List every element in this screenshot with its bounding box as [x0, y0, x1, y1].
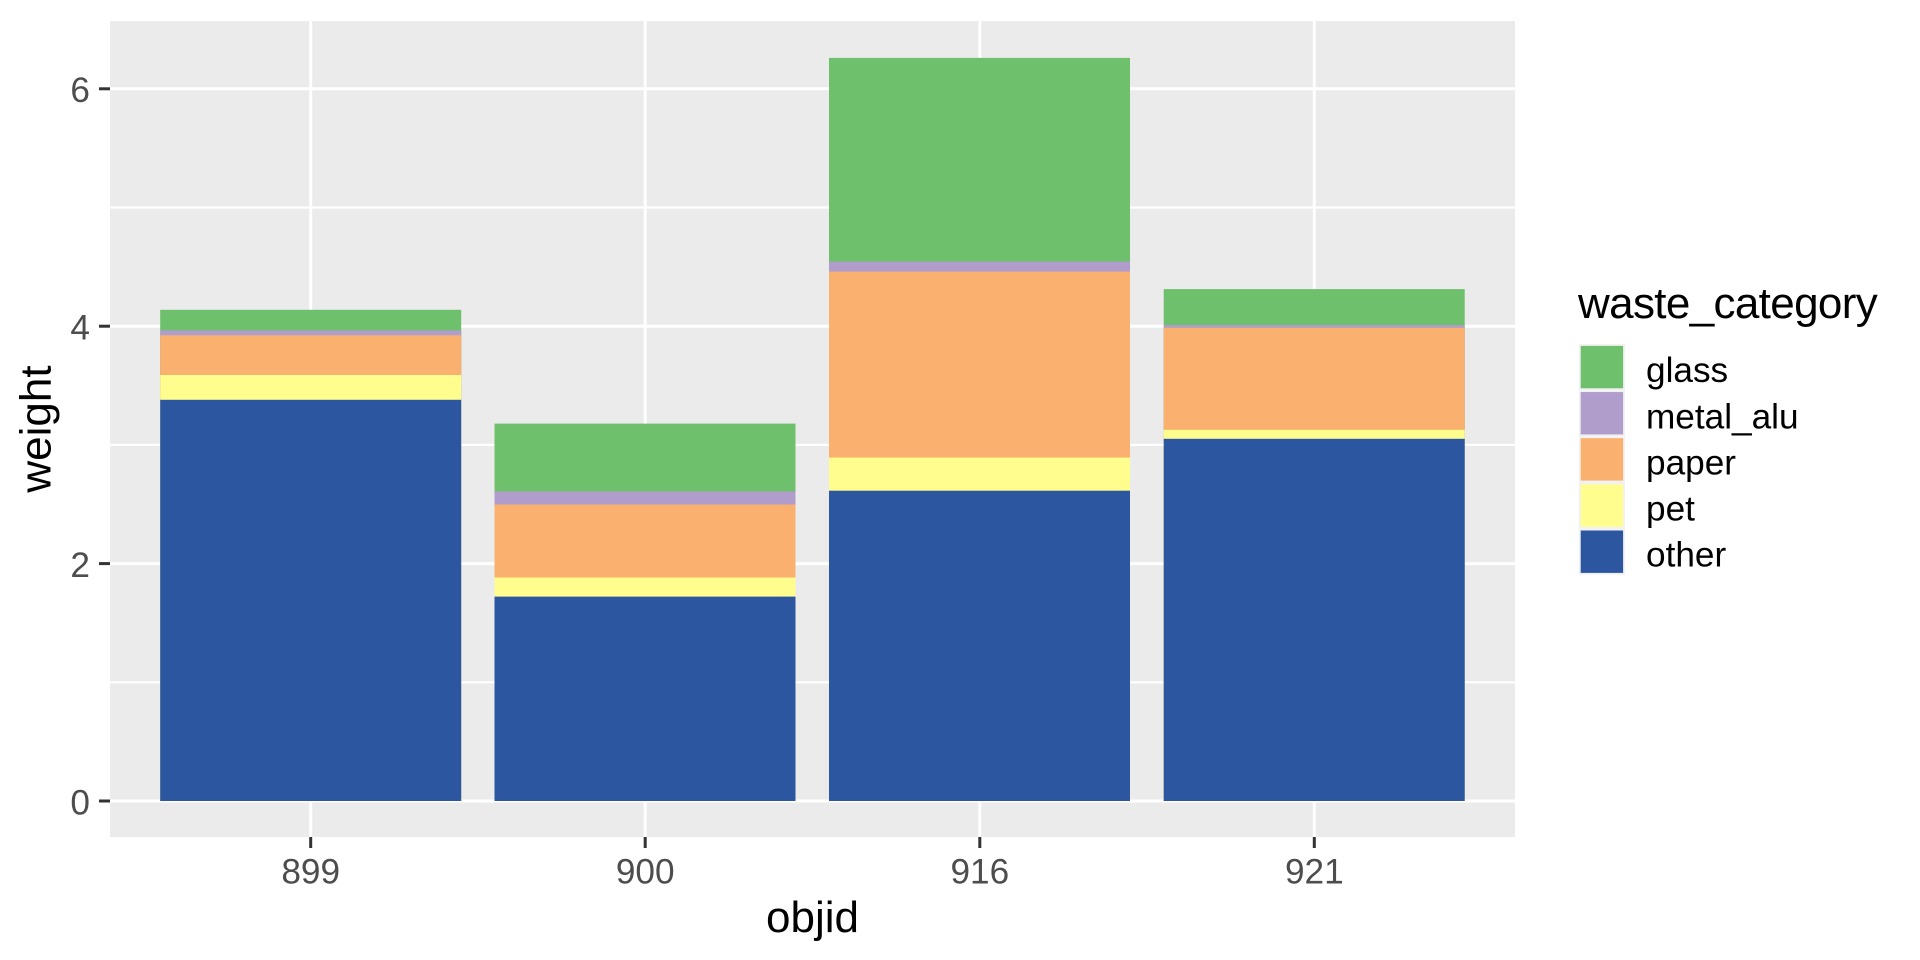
svg-text:899: 899 — [281, 853, 340, 892]
svg-text:916: 916 — [950, 853, 1009, 892]
svg-text:6: 6 — [70, 71, 90, 110]
svg-text:metal_alu: metal_alu — [1646, 397, 1799, 436]
svg-text:weight: weight — [12, 365, 61, 493]
svg-text:waste_category: waste_category — [1577, 279, 1878, 328]
svg-text:900: 900 — [616, 853, 675, 892]
svg-text:pet: pet — [1646, 490, 1695, 529]
svg-text:4: 4 — [70, 309, 90, 348]
svg-text:objid: objid — [766, 893, 859, 942]
svg-text:paper: paper — [1646, 443, 1736, 482]
svg-text:921: 921 — [1285, 853, 1344, 892]
svg-text:glass: glass — [1646, 351, 1728, 390]
svg-text:0: 0 — [70, 783, 90, 822]
svg-text:other: other — [1646, 536, 1726, 575]
svg-text:2: 2 — [70, 546, 90, 585]
